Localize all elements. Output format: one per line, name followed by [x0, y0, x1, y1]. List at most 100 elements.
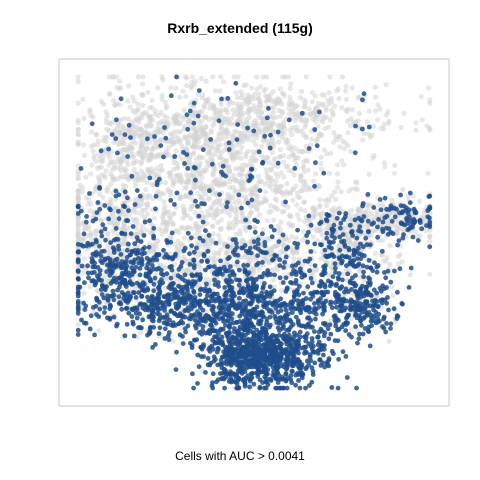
cell-point: [196, 109, 202, 115]
cell-point: [224, 107, 230, 113]
cell-point-active: [239, 205, 244, 211]
cell-point: [147, 105, 153, 111]
cell-point: [343, 96, 350, 102]
cell-point: [427, 227, 433, 233]
cell-point-active: [203, 267, 208, 273]
cell-point: [183, 145, 190, 151]
cell-point: [130, 154, 137, 160]
cell-point-active: [75, 269, 81, 274]
cell-point-active: [182, 245, 188, 251]
cell-point-active: [162, 308, 168, 313]
cell-point: [392, 162, 398, 169]
cell-point: [197, 134, 203, 140]
cell-point-active: [234, 259, 240, 265]
cell-point-active: [235, 334, 240, 340]
cell-point: [135, 74, 141, 80]
cell-point-active: [164, 292, 170, 298]
cell-point: [75, 117, 81, 123]
cell-point-active: [319, 272, 324, 277]
cell-point: [376, 202, 382, 208]
cell-point-active: [247, 384, 253, 390]
cell-point-active: [321, 170, 327, 176]
cell-point-active: [151, 306, 157, 311]
cell-point: [228, 205, 234, 212]
cell-point: [396, 261, 402, 267]
cell-point: [239, 167, 246, 173]
cell-point: [313, 171, 319, 177]
cell-point: [416, 198, 423, 204]
cell-point-active: [230, 311, 235, 317]
cell-point-active: [166, 330, 172, 335]
cell-point: [361, 131, 367, 137]
cell-point-active: [415, 238, 421, 243]
cell-point-active: [239, 333, 244, 339]
cell-point-active: [142, 219, 148, 225]
cell-point: [185, 140, 191, 146]
cell-point-active: [115, 150, 120, 156]
cell-point: [291, 172, 297, 178]
cell-point-active: [75, 249, 81, 255]
cell-point: [373, 108, 379, 114]
cell-point-active: [145, 294, 150, 300]
cell-point: [314, 113, 320, 119]
cell-point: [271, 284, 277, 290]
cell-point-active: [194, 272, 200, 277]
cell-point-active: [163, 300, 168, 305]
cell-point-active: [321, 346, 327, 352]
cell-point-active: [318, 279, 324, 284]
cell-point-active: [152, 275, 158, 281]
cell-point-active: [224, 359, 229, 364]
cell-point-active: [198, 286, 204, 292]
cell-point-active: [163, 319, 169, 325]
cell-point: [297, 95, 304, 101]
cell-point: [204, 221, 210, 227]
cell-point: [80, 270, 86, 276]
cell-point-active: [125, 154, 131, 160]
cell-point-active: [237, 289, 243, 295]
cell-point: [106, 91, 113, 97]
cell-point-active: [153, 206, 158, 212]
cell-point: [196, 139, 202, 145]
cell-point-active: [199, 331, 205, 337]
cell-point: [260, 226, 266, 232]
cell-point-active: [105, 298, 111, 303]
cell-point: [75, 74, 81, 80]
cell-point-active: [153, 193, 159, 199]
cell-point: [117, 160, 123, 166]
cell-point: [218, 150, 224, 156]
cell-point-active: [181, 301, 187, 306]
cell-point: [150, 249, 156, 255]
cell-point: [303, 133, 309, 140]
cell-point: [289, 197, 296, 203]
cell-point: [203, 137, 209, 143]
cell-point: [203, 78, 209, 84]
cell-point: [232, 128, 238, 134]
cell-point: [310, 90, 316, 96]
cell-point: [159, 227, 165, 233]
cell-point-active: [267, 314, 273, 320]
cell-point-active: [162, 336, 168, 341]
cell-point-active: [160, 280, 166, 286]
cell-point-active: [151, 255, 157, 261]
cell-point: [139, 81, 146, 87]
cell-point: [328, 95, 334, 101]
cell-point: [220, 79, 227, 85]
cell-point: [296, 217, 302, 223]
cell-point-active: [80, 243, 86, 249]
cell-point: [230, 184, 236, 191]
cell-point: [125, 98, 131, 104]
cell-point-active: [283, 254, 289, 260]
cell-point: [177, 174, 184, 180]
cell-point: [272, 155, 278, 162]
cell-point: [427, 233, 433, 239]
cell-point: [216, 198, 222, 204]
cell-point-active: [119, 230, 125, 236]
cell-point: [289, 131, 295, 138]
cell-point: [299, 88, 305, 94]
cell-point-active: [365, 192, 371, 197]
cell-point-active: [166, 301, 172, 307]
cell-point: [212, 88, 218, 94]
cell-point: [407, 272, 413, 278]
cell-point: [97, 178, 103, 184]
cell-point-active: [236, 192, 242, 198]
